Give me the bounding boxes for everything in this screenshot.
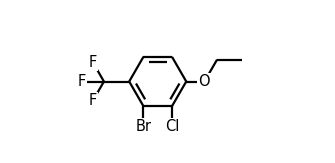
Text: F: F — [89, 55, 97, 70]
Text: F: F — [78, 74, 86, 89]
Text: Br: Br — [135, 119, 151, 134]
Text: Cl: Cl — [165, 119, 179, 134]
Text: O: O — [199, 74, 210, 89]
Text: F: F — [89, 93, 97, 108]
